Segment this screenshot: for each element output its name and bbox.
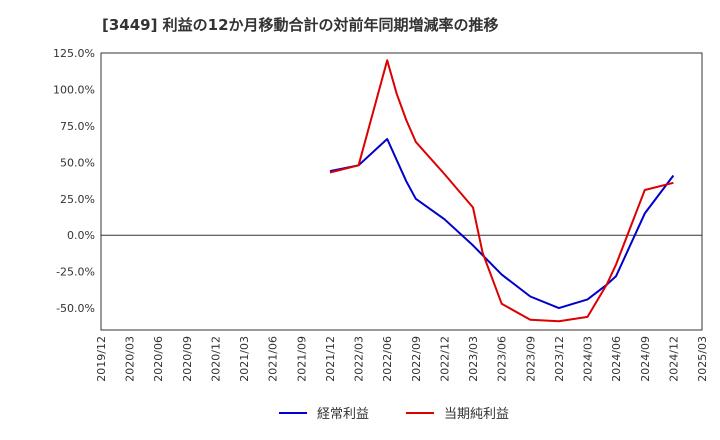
y-tick-label: 25.0%: [60, 193, 95, 206]
series-lines: [329, 59, 675, 323]
x-axis-ticks: 2019/12 2020/03 2020/06 2020/09 2020/12 2021/…: [95, 336, 709, 382]
x-tick-label: 2019/12: [95, 336, 108, 382]
y-tick-label: 0.0%: [67, 229, 95, 242]
x-tick-label: 2020/06: [152, 336, 165, 382]
x-tick-label: 2021/09: [295, 336, 308, 382]
x-tick-label: 2022/09: [410, 336, 423, 382]
y-tick-label: -25.0%: [56, 266, 95, 279]
x-tick-label: 2024/06: [610, 336, 623, 382]
x-tick-label: 2021/03: [238, 336, 251, 382]
x-tick-label: 2021/12: [324, 336, 337, 382]
x-tick-label: 2024/09: [639, 336, 652, 382]
x-tick-label: 2022/03: [353, 336, 366, 382]
x-tick-label: 2023/12: [553, 336, 566, 382]
legend-label-2: 当期純利益: [444, 407, 509, 422]
x-tick-label: 2020/12: [209, 336, 222, 382]
x-tick-label: 2020/09: [181, 336, 194, 382]
x-tick-label: 2024/12: [667, 336, 680, 382]
series-line-1: [329, 138, 675, 310]
x-tick-label: 2021/06: [267, 336, 280, 382]
legend-label-1: 経常利益: [317, 407, 369, 422]
x-tick-label: 2023/09: [524, 336, 537, 382]
plot-area: [100, 52, 703, 331]
chart-title: [3449] 利益の12か月移動合計の対前年同期増減率の推移: [102, 16, 499, 34]
series-line-2: [329, 59, 674, 323]
x-tick-label: 2020/03: [124, 336, 137, 382]
x-tick-label: 2023/06: [496, 336, 509, 382]
x-tick-label: 2024/03: [582, 336, 595, 382]
y-tick-label: 125.0%: [53, 47, 95, 60]
y-axis-ticks: 125.0% 100.0% 75.0% 50.0% 25.0% 0.0% -25.0% -50…: [53, 47, 95, 315]
y-tick-label: -50.0%: [56, 302, 95, 315]
y-tick-label: 50.0%: [60, 156, 95, 169]
y-tick-label: 100.0%: [53, 83, 95, 96]
axes: [100, 52, 703, 331]
y-tick-label: 75.0%: [60, 120, 95, 133]
x-tick-label: 2025/03: [696, 336, 709, 382]
x-tick-label: 2022/12: [438, 336, 451, 382]
x-tick-label: 2022/06: [381, 336, 394, 382]
legend: 経常利益 当期純利益: [279, 407, 509, 422]
x-tick-label: 2023/03: [467, 336, 480, 382]
